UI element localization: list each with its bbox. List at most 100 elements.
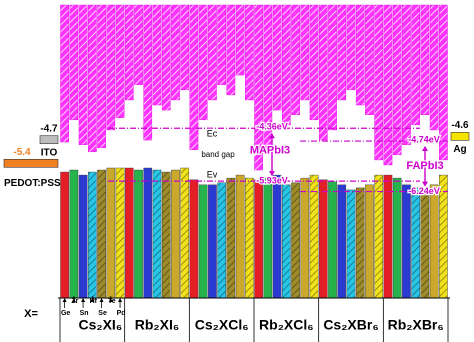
valence-band-bar xyxy=(429,184,439,299)
series-label: Sn xyxy=(80,310,89,317)
valence-band-bar xyxy=(291,182,300,299)
electrode-name: Ag xyxy=(453,144,466,155)
valence-band-bar xyxy=(208,184,217,299)
conduction-band-bar xyxy=(355,4,365,106)
conduction-band-bar xyxy=(198,4,208,121)
conduction-band-bar xyxy=(97,4,106,148)
valence-band-bar xyxy=(124,167,134,299)
conduction-band-bar xyxy=(420,4,430,115)
conduction-band-bar xyxy=(300,4,310,101)
valence-band-bar xyxy=(420,189,430,299)
valence-band-bar xyxy=(69,169,79,299)
electrode-level xyxy=(450,132,470,141)
pointer-arrowhead xyxy=(90,298,95,302)
valence-band-bar xyxy=(328,181,337,299)
valence-band-bar xyxy=(318,179,328,299)
electrode-level xyxy=(3,158,59,168)
pointer-arrowhead xyxy=(99,298,104,302)
valence-band-bar xyxy=(198,184,208,299)
pointer-arrowhead xyxy=(71,298,76,302)
valence-band-bar xyxy=(88,171,97,299)
valence-band-bar xyxy=(402,184,411,299)
valence-band-bar xyxy=(97,169,106,299)
conduction-band-bar xyxy=(208,4,217,101)
conduction-band-bar xyxy=(152,4,162,106)
valence-band-bar xyxy=(78,174,88,299)
reference-name: FAPbI3 xyxy=(406,160,443,172)
conduction-band-bar xyxy=(411,4,420,126)
gap-arrowhead xyxy=(422,146,428,152)
electrode-value: -4.7 xyxy=(40,123,58,134)
valence-band-bar xyxy=(226,177,236,299)
conduction-band-bar xyxy=(272,4,282,111)
conduction-band-bar xyxy=(365,4,374,115)
series-label: Te xyxy=(108,298,116,305)
valence-band-bar xyxy=(282,184,291,299)
valence-band-bar xyxy=(263,177,273,299)
valence-band-bar xyxy=(134,169,143,299)
conduction-band-bar xyxy=(161,4,171,111)
pointer-arrowhead xyxy=(118,298,123,302)
valence-band-bar xyxy=(60,171,69,299)
conduction-band-bar xyxy=(189,4,199,151)
gap-arrowhead xyxy=(269,133,275,139)
valence-band-bar xyxy=(392,177,402,299)
conduction-band-bar xyxy=(60,4,69,143)
conduction-band-bar xyxy=(106,4,116,131)
conduction-band-bar xyxy=(337,4,347,101)
reference-value-label: -4.74eV xyxy=(408,134,440,144)
conduction-band-bar xyxy=(78,4,88,145)
electrode-level xyxy=(39,135,59,145)
group-label: Cs₂XCl₆ xyxy=(195,317,249,333)
electrode-name: ITO xyxy=(41,147,58,158)
valence-band-bar xyxy=(171,169,180,299)
electrode-value: -4.6 xyxy=(451,120,469,131)
valence-band-bar xyxy=(254,179,263,299)
series-label: Zr xyxy=(71,298,78,305)
conduction-band-bar xyxy=(134,4,143,86)
conduction-band-bar xyxy=(217,4,226,86)
conduction-band-bar xyxy=(263,4,273,151)
valence-band-bar xyxy=(245,177,254,299)
reference-name: MAPbI3 xyxy=(250,145,290,157)
conduction-band-bar xyxy=(282,4,291,126)
group-label: Cs₂XBr₆ xyxy=(323,317,378,333)
conduction-band-bar xyxy=(392,4,402,156)
conduction-band-bar xyxy=(88,4,97,153)
valence-band-bar xyxy=(411,187,420,299)
reference-value-label: -4.36eV xyxy=(256,122,288,132)
valence-band-bar xyxy=(300,177,310,299)
group-label: Rb₂XI₆ xyxy=(135,317,179,333)
valence-band-bar xyxy=(346,189,356,299)
series-label: Hf xyxy=(90,298,98,305)
annotation: Ec xyxy=(207,129,218,139)
conduction-band-bar xyxy=(439,4,448,161)
valence-band-bar xyxy=(143,167,153,299)
valence-band-bar xyxy=(180,167,190,299)
conduction-band-bar xyxy=(245,4,254,101)
conduction-band-bar xyxy=(143,4,153,141)
conduction-band-bar xyxy=(291,4,300,115)
gap-arrowhead xyxy=(422,181,428,187)
pointer-arrowhead xyxy=(62,298,67,302)
valence-band-bar xyxy=(152,169,162,299)
electrode-name: PEDOT:PSS xyxy=(4,178,61,189)
valence-band-bar xyxy=(115,167,125,299)
conduction-band-bar xyxy=(383,4,393,166)
x-label: X= xyxy=(24,308,38,320)
annotation: Ev xyxy=(207,170,218,180)
valence-band-bar xyxy=(383,174,393,299)
group-label: Cs₂XI₆ xyxy=(78,317,122,333)
conduction-band-bar xyxy=(235,4,245,76)
conduction-band-bar xyxy=(318,4,328,141)
valence-band-bar xyxy=(235,174,245,299)
valence-band-bar xyxy=(217,182,226,299)
conduction-band-bar xyxy=(226,4,236,96)
valence-band-bar xyxy=(161,171,171,299)
gap-arrowhead xyxy=(269,171,275,177)
valence-band-bar xyxy=(106,167,116,299)
annotation: band gap xyxy=(201,150,235,159)
conduction-band-bar xyxy=(115,4,125,119)
conduction-band-bar xyxy=(328,4,337,131)
